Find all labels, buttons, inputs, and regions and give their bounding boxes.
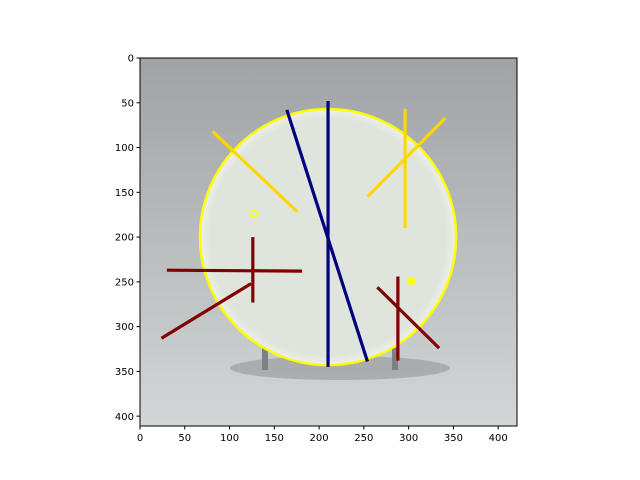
- annotation-point: [407, 276, 416, 286]
- x-axis: 0 50 100 150 200 250 300 350 400: [137, 426, 508, 444]
- y-tick-label: 200: [115, 233, 134, 244]
- axes-frame: [139, 57, 518, 427]
- y-tick-label: 150: [115, 188, 134, 199]
- x-tick-label: 350: [444, 433, 463, 444]
- y-axis: 0 50 100 150 200 250 300 350 400: [115, 54, 140, 423]
- annotation-segment: [376, 286, 441, 350]
- y-tick-label: 250: [115, 277, 134, 288]
- x-tick-label: 200: [310, 433, 329, 444]
- annotation-segment: [211, 130, 299, 214]
- annotation-segment: [160, 282, 252, 340]
- annotation-segment: [166, 268, 303, 273]
- annotation-point: [249, 209, 258, 218]
- y-tick-label: 300: [115, 322, 134, 333]
- stand-left: [262, 340, 268, 370]
- x-tick-label: 250: [354, 433, 373, 444]
- y-tick-label: 50: [121, 98, 134, 109]
- x-tick-label: 300: [399, 433, 418, 444]
- annotations: [160, 100, 458, 367]
- y-tick-label: 400: [115, 412, 134, 423]
- x-tick-label: 0: [137, 433, 143, 444]
- x-tick-label: 50: [178, 433, 191, 444]
- y-tick-label: 0: [128, 54, 134, 65]
- x-tick-label: 400: [489, 433, 508, 444]
- x-tick-label: 100: [220, 433, 239, 444]
- x-tick-label: 150: [265, 433, 284, 444]
- annotation-segment: [285, 109, 369, 363]
- y-tick-label: 100: [115, 143, 134, 154]
- stand-right: [392, 340, 398, 370]
- y-tick-label: 350: [115, 367, 134, 378]
